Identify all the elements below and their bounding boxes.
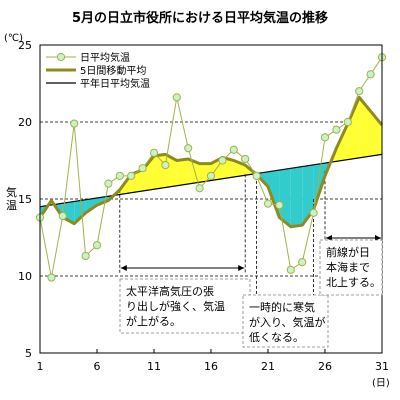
x-tick-label: 16 — [204, 360, 218, 373]
daily-point — [127, 171, 136, 180]
daily-point — [115, 171, 124, 180]
daily-point — [343, 117, 352, 127]
arrowhead-right — [375, 235, 381, 241]
daily-point — [58, 211, 67, 221]
y-axis-title: 気温 — [6, 185, 17, 212]
x-tick-label: 6 — [94, 360, 101, 373]
daily-point — [104, 179, 113, 188]
daily-point — [138, 164, 147, 173]
chart-title: 5月の日立市役所における日平均気温の推移 — [72, 10, 328, 26]
daily-points — [35, 53, 387, 282]
legend-marker-daily — [56, 52, 66, 62]
annotation-text: が上がる。 — [126, 314, 181, 328]
daily-point — [332, 125, 341, 134]
daily-point — [184, 144, 193, 153]
annotation-text: り出しが強く、気温 — [126, 299, 225, 313]
annotation-text: 北上する。 — [326, 276, 381, 289]
annotation-text: 低くなる。 — [249, 331, 304, 344]
annotation-text: 前線が日 — [326, 245, 370, 259]
daily-point — [149, 148, 159, 157]
daily-point — [172, 93, 181, 102]
daily-point — [320, 133, 330, 142]
legend-background — [41, 46, 153, 88]
y-tick-label: 25 — [18, 39, 32, 52]
legend-label: 日平均気温 — [80, 51, 130, 64]
warm-anomaly-area — [142, 155, 154, 191]
daily-point — [229, 145, 238, 154]
y-tick-label: 15 — [18, 193, 32, 206]
arrowhead-left — [120, 265, 127, 271]
normal-temperature-line — [39, 153, 383, 208]
daily-point — [298, 258, 307, 267]
daily-point — [355, 87, 364, 96]
daily-point — [218, 156, 227, 165]
annotation-box — [242, 294, 329, 348]
daily-point — [70, 119, 79, 128]
annotation-text: 太平洋高気圧の張 — [126, 284, 214, 298]
daily-point — [309, 208, 318, 217]
moving-average-line — [38, 95, 384, 229]
y-tick-label: 10 — [18, 270, 32, 283]
y-unit-label: (℃) — [4, 33, 23, 44]
daily-point — [47, 273, 56, 282]
annotation-box — [319, 239, 383, 296]
daily-point — [81, 251, 90, 261]
annotation-text: 本海まで — [326, 260, 370, 274]
arrowhead-right — [238, 265, 245, 271]
daily-point — [161, 161, 170, 170]
daily-point — [206, 171, 216, 180]
annotation-text: 一時的に寒気 — [249, 300, 315, 314]
x-tick-label: 1 — [37, 360, 44, 373]
x-tick-label: 11 — [147, 360, 161, 373]
y-tick-label: 20 — [18, 116, 32, 129]
annotation-box — [119, 278, 251, 334]
warm-anomaly-area — [347, 97, 360, 160]
daily-point — [241, 154, 250, 164]
daily-point — [195, 184, 204, 193]
x-tick-label: 26 — [318, 360, 332, 373]
cool-anomaly-area — [279, 168, 291, 227]
cool-anomaly-area — [290, 166, 303, 227]
daily-point — [366, 70, 375, 79]
x-tick-label: 21 — [261, 360, 275, 373]
annotation-text: が入り、気温が — [249, 315, 326, 329]
daily-point — [275, 201, 284, 210]
warm-anomaly-area — [359, 97, 371, 158]
legend-label: 平年日平均気温 — [80, 77, 150, 90]
daily-point — [263, 199, 273, 208]
x-tick-label: 31 — [375, 360, 389, 373]
daily-point — [286, 265, 295, 274]
daily-point — [92, 241, 102, 250]
y-tick-label: 5 — [25, 347, 32, 360]
daily-point — [252, 171, 261, 180]
legend-label: 5日間移動平均 — [80, 64, 146, 77]
cool-anomaly-area — [74, 199, 86, 224]
warm-anomaly-area — [176, 158, 189, 186]
arrowhead-left — [326, 235, 332, 241]
x-unit-label: (日) — [372, 378, 390, 389]
